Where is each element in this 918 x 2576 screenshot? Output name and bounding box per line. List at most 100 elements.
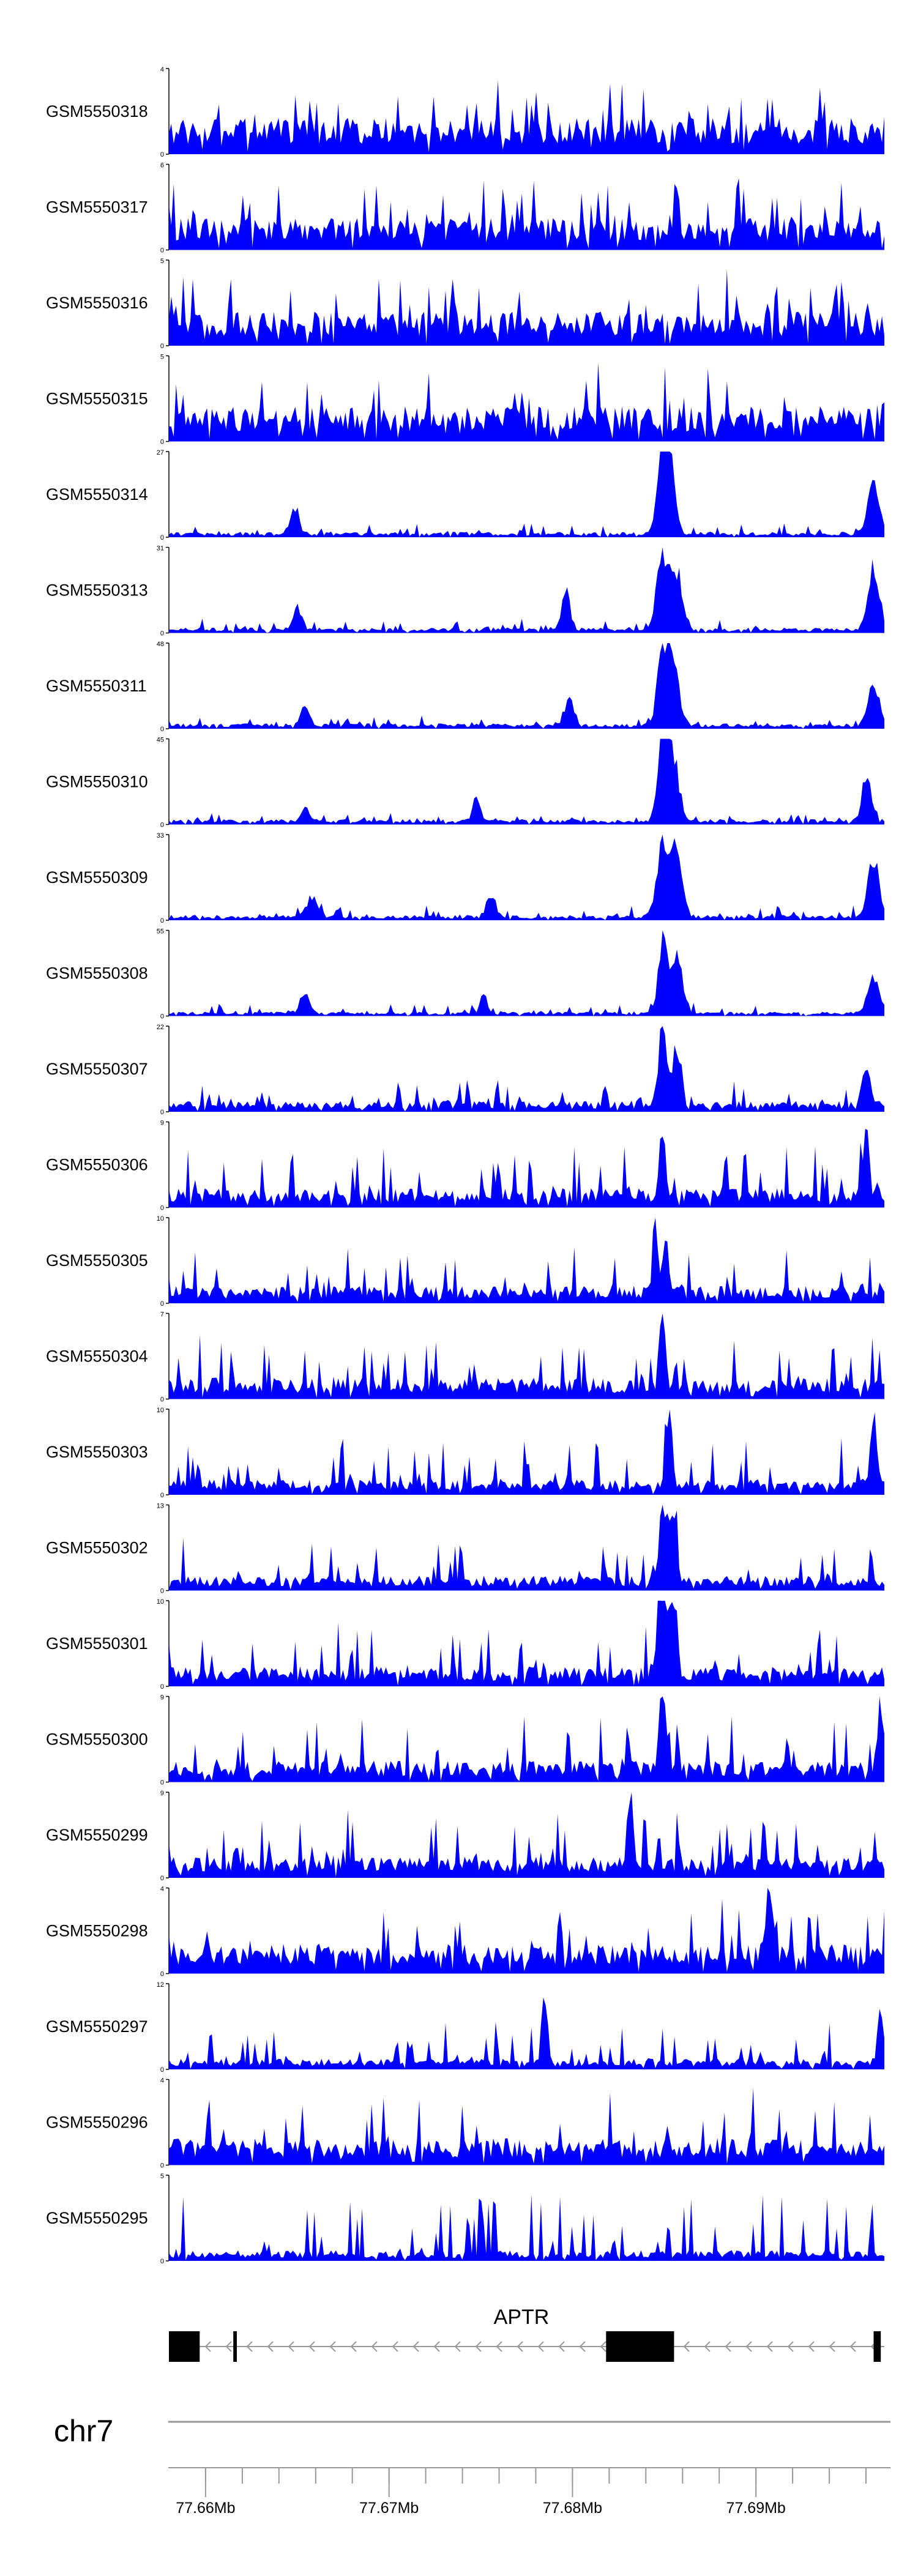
coverage-area [169, 739, 884, 825]
strand-arrow-icon [329, 2341, 336, 2352]
y-tick-label-min: 0 [160, 247, 164, 255]
track-GSM5550303: GSM5550303 10 0 [46, 1407, 884, 1499]
track-label: GSM5550295 [46, 2209, 148, 2227]
y-tick-label-max: 27 [157, 449, 164, 456]
track-label: GSM5550309 [46, 868, 148, 887]
y-tick-label-min: 0 [160, 1779, 164, 1787]
strand-arrow-icon [288, 2341, 294, 2352]
y-tick-label-min: 0 [160, 2162, 164, 2170]
track-GSM5550318: GSM5550318 4 0 [46, 66, 884, 158]
exon-block [233, 2331, 237, 2362]
coverage-area [169, 643, 884, 729]
coverage-area [169, 547, 884, 633]
track-label: GSM5550306 [46, 1156, 148, 1174]
coverage-area [169, 1696, 884, 1782]
strand-arrow-icon [849, 2341, 856, 2352]
y-tick-label-max: 13 [157, 1503, 164, 1510]
x-tick-label: 77.67Mb [359, 2500, 419, 2517]
track-label: GSM5550317 [46, 198, 148, 217]
y-tick-label-min: 0 [160, 343, 164, 350]
coverage-area [169, 178, 884, 250]
track-GSM5550308: GSM5550308 55 0 [46, 928, 884, 1021]
y-tick-label-min: 0 [160, 1588, 164, 1595]
strand-arrow-icon [308, 2341, 315, 2352]
coverage-area [169, 930, 884, 1016]
strand-arrow-icon [350, 2341, 357, 2352]
y-tick-label-max: 4 [160, 2077, 164, 2085]
y-tick-label-max: 5 [160, 258, 164, 265]
y-tick-label-min: 0 [160, 822, 164, 829]
strand-arrow-icon [454, 2341, 461, 2352]
y-tick-label-min: 0 [160, 1683, 164, 1691]
strand-arrow-icon [558, 2341, 565, 2352]
coverage-area [169, 80, 884, 154]
track-label: GSM5550300 [46, 1730, 148, 1749]
track-GSM5550305: GSM5550305 10 0 [46, 1215, 884, 1308]
strand-arrow-icon [600, 2341, 606, 2352]
y-tick-label-max: 5 [160, 2173, 164, 2180]
y-tick-label-max: 12 [157, 1981, 164, 1989]
y-tick-label-max: 48 [157, 641, 164, 648]
coverage-area [169, 362, 884, 442]
track-label: GSM5550305 [46, 1251, 148, 1270]
y-tick-label-max: 9 [160, 1790, 164, 1797]
strand-arrow-icon [537, 2341, 544, 2352]
track-label: GSM5550297 [46, 2017, 148, 2036]
y-tick-label-min: 0 [160, 534, 164, 542]
y-tick-label-min: 0 [160, 2066, 164, 2074]
coverage-area [169, 1218, 884, 1303]
track-label: GSM5550314 [46, 485, 148, 504]
coverage-area [169, 269, 884, 346]
y-tick-label-min: 0 [160, 726, 164, 733]
coverage-area [169, 1888, 884, 1974]
y-tick-label-min: 0 [160, 1109, 164, 1116]
strand-arrow-icon [475, 2341, 482, 2352]
y-tick-label-min: 0 [160, 1013, 164, 1021]
y-tick-label-min: 0 [160, 2258, 164, 2265]
coverage-area [169, 835, 884, 920]
track-label: GSM5550303 [46, 1443, 148, 1461]
chromosome-axis: chr7 77.66Mb 77.67Mb 77.68Mb 77.69Mb [54, 2414, 890, 2517]
y-tick-label-max: 10 [157, 1215, 164, 1223]
y-tick-label-max: 9 [160, 1120, 164, 1127]
strand-arrow-icon [725, 2341, 731, 2352]
y-tick-label-max: 4 [160, 66, 164, 73]
track-GSM5550310: GSM5550310 45 0 [46, 737, 884, 829]
strand-arrow-icon [246, 2341, 253, 2352]
x-tick-label: 77.68Mb [543, 2500, 602, 2517]
strand-arrow-icon [433, 2341, 440, 2352]
coverage-area [169, 1313, 884, 1399]
gene-track: APTR [169, 2306, 884, 2362]
strand-arrow-icon [745, 2341, 752, 2352]
coverage-area [169, 1601, 884, 1686]
strand-arrow-icon [683, 2341, 690, 2352]
strand-arrow-icon [412, 2341, 419, 2352]
track-GSM5550302: GSM5550302 13 0 [46, 1503, 884, 1595]
strand-arrow-icon [579, 2341, 586, 2352]
track-GSM5550317: GSM5550317 6 0 [46, 162, 884, 255]
chromosome-label: chr7 [54, 2414, 113, 2448]
track-GSM5550316: GSM5550316 5 0 [46, 258, 884, 350]
y-tick-label-max: 4 [160, 1886, 164, 1893]
track-GSM5550307: GSM5550307 22 0 [46, 1024, 884, 1116]
y-tick-label-max: 7 [160, 1311, 164, 1319]
y-tick-label-min: 0 [160, 1205, 164, 1212]
y-tick-label-min: 0 [160, 917, 164, 925]
coverage-area [169, 1128, 884, 1208]
y-tick-label-max: 31 [157, 545, 164, 553]
y-tick-label-max: 9 [160, 1694, 164, 1702]
strand-arrow-icon [225, 2341, 232, 2352]
y-tick-label-max: 22 [157, 1024, 164, 1031]
y-tick-label-min: 0 [160, 1396, 164, 1404]
strand-arrow-icon [496, 2341, 502, 2352]
exon-block [873, 2331, 881, 2362]
strand-arrow-icon [829, 2341, 835, 2352]
strand-arrow-icon [787, 2341, 794, 2352]
y-tick-label-max: 6 [160, 162, 164, 169]
track-label: GSM5550304 [46, 1347, 148, 1366]
track-label: GSM5550308 [46, 964, 148, 983]
y-tick-label-max: 10 [157, 1598, 164, 1606]
y-tick-label-min: 0 [160, 1971, 164, 1978]
coverage-tracks: GSM555031840GSM555031760GSM555031650GSM5… [46, 66, 884, 2265]
